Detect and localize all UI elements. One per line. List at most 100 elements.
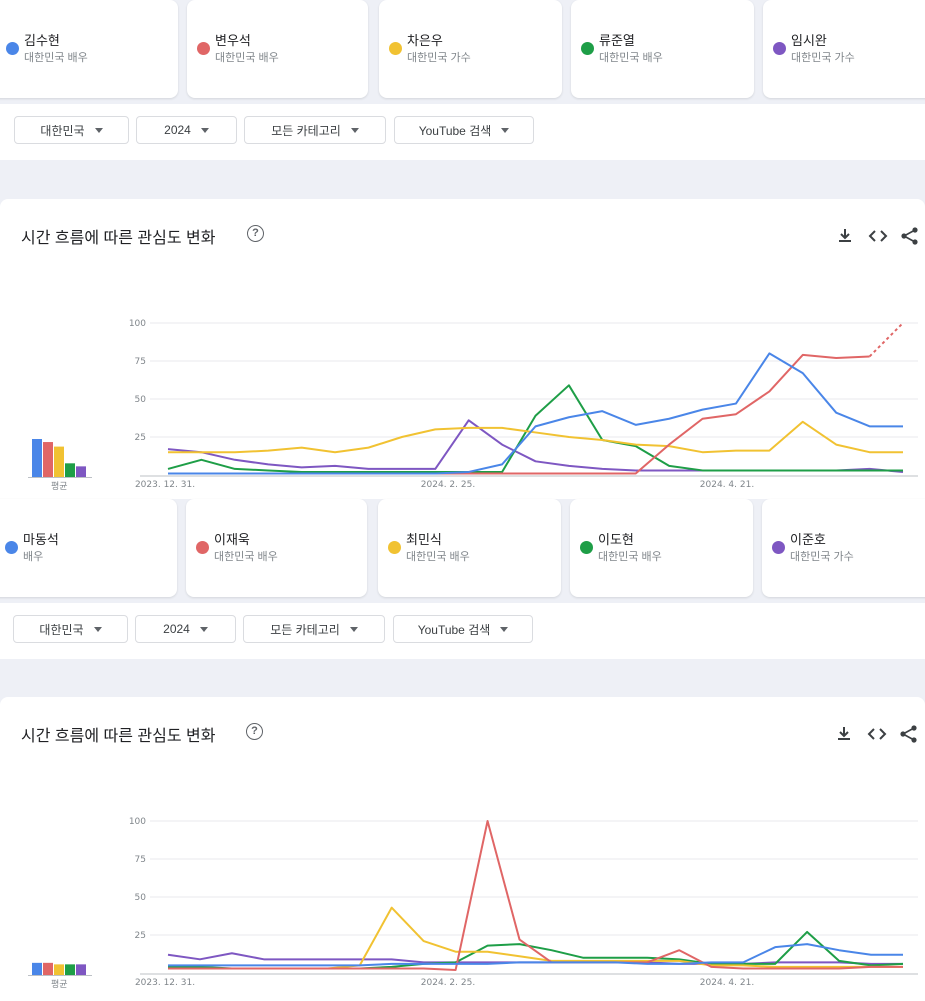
share-icon[interactable]: [900, 226, 920, 246]
caret-down-icon: [94, 127, 103, 133]
series-line: [168, 943, 903, 967]
share-icon[interactable]: [899, 724, 919, 744]
filter-label: 2024: [164, 123, 191, 137]
average-bar: [76, 466, 86, 477]
average-label: 평균: [51, 481, 68, 491]
series-line: [167, 419, 904, 473]
term-card[interactable]: 변우석 대한민국 배우: [187, 0, 368, 98]
help-icon[interactable]: ?: [247, 225, 264, 242]
y-tick-label: 50: [135, 395, 147, 405]
average-bar: [76, 964, 86, 975]
series-line: [167, 384, 903, 473]
average-bar: [65, 964, 75, 975]
embed-code-icon[interactable]: [868, 226, 888, 246]
category-filter[interactable]: 모든 카테고리: [244, 116, 386, 144]
average-bar: [43, 442, 53, 477]
panel-title: 시간 흐름에 따른 관심도 변화: [21, 728, 216, 745]
top-interest-panel: 시간 흐름에 따른 관심도 변화 ? 평균 100 75 50 25 2023. 12.…: [0, 199, 925, 499]
series-color-dot: [388, 541, 401, 554]
caret-down-icon: [500, 626, 509, 632]
category-filter[interactable]: 모든 카테고리: [243, 615, 385, 643]
embed-code-icon[interactable]: [867, 724, 887, 744]
average-bar: [43, 962, 53, 975]
series-line: [168, 820, 903, 971]
x-tick-label: 2024. 4. 21.: [700, 480, 754, 490]
y-tick-label: 75: [135, 855, 146, 865]
search-type-filter[interactable]: YouTube 검색: [394, 116, 534, 144]
term-name: 이도현: [598, 532, 634, 547]
y-tick-label: 50: [135, 893, 147, 903]
term-name: 변우석: [215, 33, 251, 48]
term-name: 류준열: [599, 33, 635, 48]
panel-title: 시간 흐름에 따른 관심도 변화: [21, 230, 216, 247]
top-term-cards: 김수현 대한민국 배우 변우석 대한민국 배우 차은우 대한민국 가수 류준열 대한민국 배우…: [0, 0, 925, 100]
filter-label: 모든 카테고리: [270, 622, 340, 637]
term-name: 이재욱: [214, 532, 250, 547]
term-subtitle: 대한민국 배우: [406, 551, 470, 563]
term-name: 이준호: [790, 532, 826, 547]
term-name: 차은우: [407, 33, 443, 48]
download-icon[interactable]: [834, 724, 854, 744]
average-bars: [28, 439, 92, 478]
term-subtitle: 대한민국 가수: [791, 52, 855, 64]
series-line-partial: [868, 322, 904, 358]
region-filter[interactable]: 대한민국: [14, 116, 129, 144]
caret-down-icon: [350, 127, 359, 133]
average-bars: [28, 962, 92, 976]
x-tick-label: 2023. 12. 31.: [135, 480, 195, 490]
help-icon[interactable]: ?: [246, 723, 263, 740]
interest-line-chart: 100 75 50 25 2023. 12. 31. 2024. 2. 25. 2024. …: [129, 319, 918, 490]
filter-label: YouTube 검색: [418, 123, 492, 138]
average-bar: [65, 463, 75, 477]
series-color-dot: [772, 541, 785, 554]
x-tick-label: 2023. 12. 31.: [135, 978, 195, 988]
y-tick-label: 25: [135, 433, 146, 443]
y-tick-label: 100: [129, 319, 146, 329]
year-filter[interactable]: 2024: [135, 615, 236, 643]
series-color-dot: [5, 541, 18, 554]
x-tick-label: 2024. 4. 21.: [700, 978, 754, 988]
term-subtitle: 대한민국 배우: [599, 52, 663, 64]
term-name: 마동석: [23, 532, 59, 547]
average-bar: [32, 439, 42, 477]
average-label: 평균: [51, 979, 68, 989]
bottom-interest-panel: 시간 흐름에 따른 관심도 변화 ? 평균 100 75 50 25 2023. 12.…: [0, 697, 925, 1001]
filter-label: 대한민국: [40, 123, 85, 138]
y-tick-label: 25: [135, 931, 146, 941]
top-filter-bar: 대한민국 2024 모든 카테고리 YouTube 검색: [0, 104, 925, 160]
series-color-dot: [581, 42, 594, 55]
caret-down-icon: [199, 626, 208, 632]
term-subtitle: 배우: [23, 551, 44, 563]
year-filter[interactable]: 2024: [136, 116, 237, 144]
bottom-filter-bar: 대한민국 2024 모든 카테고리 YouTube 검색: [0, 603, 925, 659]
series-color-dot: [196, 541, 209, 554]
term-name: 최민식: [406, 532, 442, 547]
term-subtitle: 대한민국 가수: [407, 52, 471, 64]
term-subtitle: 대한민국 배우: [598, 551, 662, 563]
term-subtitle: 대한민국 가수: [790, 551, 854, 563]
term-card[interactable]: 김수현 대한민국 배우: [0, 0, 178, 98]
interest-line-chart: 100 75 50 25 2023. 12. 31. 2024. 2. 25. 2024. …: [129, 817, 918, 988]
download-icon[interactable]: [835, 226, 855, 246]
term-name: 김수현: [24, 33, 60, 48]
search-type-filter[interactable]: YouTube 검색: [393, 615, 533, 643]
series-line: [168, 352, 903, 475]
term-card[interactable]: 이재욱 대한민국 배우: [186, 499, 367, 597]
average-bar: [54, 964, 64, 975]
caret-down-icon: [349, 626, 358, 632]
y-tick-label: 75: [135, 357, 146, 367]
filter-label: 대한민국: [39, 622, 84, 637]
term-card[interactable]: 임시완 대한민국 가수: [763, 0, 925, 98]
caret-down-icon: [501, 127, 510, 133]
region-filter[interactable]: 대한민국: [13, 615, 128, 643]
series-line: [168, 353, 870, 475]
filter-label: 2024: [163, 622, 190, 636]
series-line: [168, 420, 903, 454]
x-tick-label: 2024. 2. 25.: [421, 480, 475, 490]
